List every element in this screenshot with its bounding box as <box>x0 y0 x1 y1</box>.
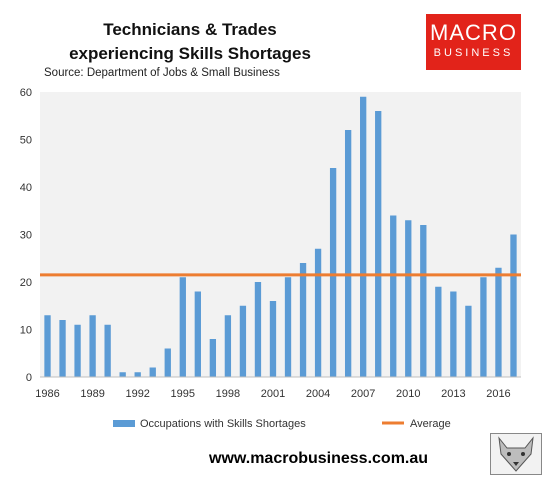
y-tick-label: 30 <box>20 230 32 242</box>
bar <box>344 130 352 377</box>
bar <box>119 372 126 377</box>
bar <box>495 267 502 377</box>
bar <box>390 215 397 377</box>
x-tick-label: 2001 <box>261 388 285 400</box>
bar <box>149 367 156 377</box>
logo-line2: BUSINESS <box>433 47 514 59</box>
y-tick-label: 20 <box>20 277 32 289</box>
bar <box>480 277 487 377</box>
bar <box>224 315 232 377</box>
bar <box>89 315 96 377</box>
x-tick-label: 1995 <box>171 388 195 400</box>
y-tick-label: 0 <box>26 372 32 384</box>
bar <box>510 234 517 377</box>
bar <box>465 305 472 377</box>
bar <box>74 324 81 377</box>
x-tick-label: 2007 <box>351 388 375 400</box>
bar <box>179 277 186 377</box>
bar <box>284 277 292 377</box>
bar <box>59 320 66 377</box>
bar <box>104 324 111 377</box>
x-tick-label: 1992 <box>125 388 149 400</box>
x-tick-label: 2010 <box>396 388 420 400</box>
bar <box>375 111 382 377</box>
bar <box>360 96 367 377</box>
x-tick-label: 1989 <box>80 388 104 400</box>
bar <box>269 301 277 377</box>
bar <box>239 305 247 377</box>
bar <box>44 315 51 377</box>
plot-area <box>40 92 521 377</box>
chart-title: Technicians & Trades experiencing Skills… <box>40 18 340 66</box>
bar <box>420 225 427 377</box>
x-tick-label: 1986 <box>35 388 59 400</box>
fox-logo-icon <box>490 433 542 475</box>
x-tick-label: 2004 <box>306 388 330 400</box>
y-tick-label: 60 <box>20 87 32 99</box>
bar <box>314 248 322 377</box>
bar <box>435 286 442 377</box>
bar <box>164 348 171 377</box>
y-tick-label: 40 <box>20 182 32 194</box>
bar <box>450 291 457 377</box>
bar <box>134 372 141 377</box>
bar <box>329 168 337 377</box>
legend-swatch-bars <box>113 420 135 427</box>
site-url: www.macrobusiness.com.au <box>209 450 429 467</box>
logo-line1: MACRO <box>430 20 517 45</box>
x-tick-label: 2013 <box>441 388 465 400</box>
x-tick-label: 2016 <box>486 388 510 400</box>
bar <box>209 339 217 377</box>
legend-label-bars: Occupations with Skills Shortages <box>140 418 306 430</box>
bar <box>405 220 412 377</box>
y-tick-label: 50 <box>20 135 32 147</box>
chart-source: Source: Department of Jobs & Small Busin… <box>44 67 280 79</box>
bar <box>254 282 262 377</box>
legend-label-average: Average <box>410 418 451 430</box>
y-tick-label: 10 <box>20 325 32 337</box>
chart-title-line2: experiencing Skills Shortages <box>69 44 311 63</box>
x-tick-label: 1998 <box>216 388 240 400</box>
bar <box>194 291 201 377</box>
skills-shortage-chart: 0 10 20 30 40 50 60 1986 1989 1992 1995 1998 2001 200… <box>20 87 521 430</box>
chart-title-line1: Technicians & Trades <box>103 20 277 39</box>
bar <box>299 263 307 377</box>
macrobusiness-logo: MACRO BUSINESS <box>426 14 521 70</box>
